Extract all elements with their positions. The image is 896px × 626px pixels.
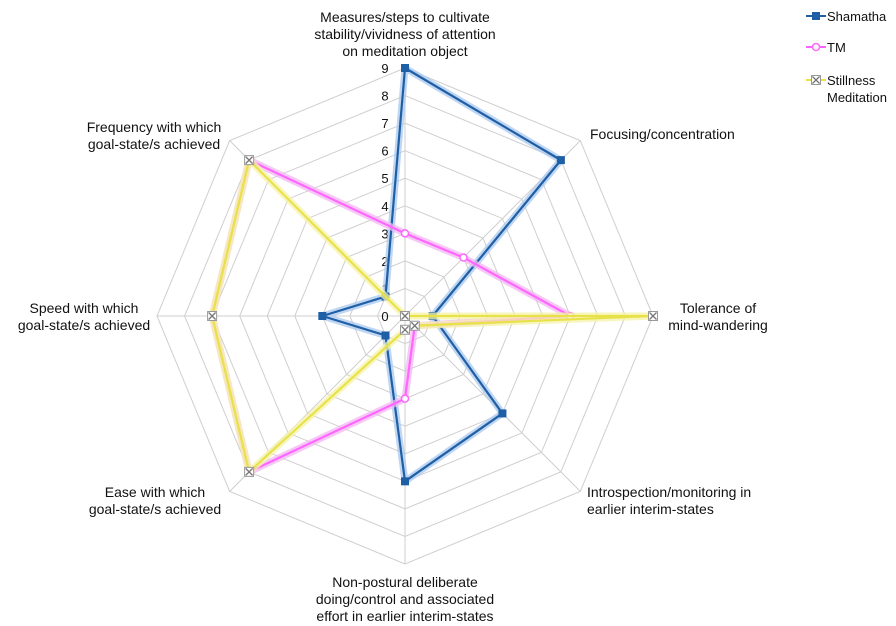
axis-labels: Measures/steps to cultivate stability/viv… <box>18 9 768 624</box>
data-point <box>401 477 409 486</box>
tick-label: 4 <box>381 199 388 214</box>
axis-label-line: earlier interim-states <box>587 501 714 517</box>
axis-label: Frequency with which goal-state/s achieve… <box>87 119 222 152</box>
data-point <box>401 64 409 72</box>
axis-label-line: Focusing/concentration <box>590 126 735 142</box>
data-point-cross <box>208 312 217 320</box>
axis-label-line: goal-state/s achieved <box>88 136 220 152</box>
axis-label-line: stability/vividness of attention <box>314 26 495 42</box>
legend-label-line: TM <box>827 40 846 55</box>
axis-label: Non-postural deliberate doing/control and… <box>316 574 494 624</box>
data-point <box>812 12 820 20</box>
data-point-cross <box>245 467 254 476</box>
data-point <box>400 311 410 321</box>
data-point <box>244 466 255 477</box>
axis-label: Speed with which goal-state/s achieved <box>18 300 150 333</box>
series-stillness-meditation <box>207 155 658 477</box>
tick-label: 3 <box>381 226 388 241</box>
legend-item: TM <box>806 40 846 55</box>
data-point <box>318 312 327 320</box>
data-point <box>459 253 468 262</box>
tick-label: 7 <box>381 116 388 131</box>
data-point-cross <box>401 312 409 320</box>
axis-label-line: doing/control and associated <box>316 591 494 607</box>
legend-label: Stillness Meditation <box>827 73 887 105</box>
legend-label-line: Shamatha <box>827 9 887 24</box>
axis-label-line: goal-state/s achieved <box>89 501 221 517</box>
data-point <box>409 320 420 331</box>
data-point <box>400 324 410 335</box>
axis-label-line: Introspection/monitoring in <box>587 484 751 500</box>
legend-label-line: Stillness <box>827 73 876 88</box>
legend-item: Shamatha <box>806 9 887 24</box>
axis-label: Introspection/monitoring in earlier inter… <box>587 484 751 517</box>
axis-label: Focusing/concentration <box>590 126 735 142</box>
data-point <box>244 155 255 166</box>
data-point-cross <box>812 76 820 84</box>
data-point <box>811 42 821 52</box>
data-point <box>400 229 410 238</box>
axis-label-line: Non-postural deliberate <box>332 574 478 590</box>
axis-label: Tolerance of mind-wandering <box>668 300 768 333</box>
data-point <box>648 311 658 321</box>
tick-label: 6 <box>381 144 388 159</box>
data-point-cross <box>410 321 419 330</box>
axis-label-line: Tolerance of <box>680 300 756 316</box>
data-point <box>498 409 507 418</box>
legend-label: Shamatha <box>827 9 887 24</box>
series-line <box>211 159 655 473</box>
axis-label-line: Speed with which <box>30 300 139 316</box>
data-point <box>811 75 821 85</box>
tick-label: 5 <box>381 171 388 186</box>
axis-label-line: Frequency with which <box>87 119 222 135</box>
axis-label: Ease with which goal-state/s achieved <box>89 484 221 517</box>
axis-label-line: Measures/steps to cultivate <box>320 9 490 25</box>
axis-label-line: mind-wandering <box>668 317 768 333</box>
axis-label-line: goal-state/s achieved <box>18 317 150 333</box>
axis-label-line: effort in earlier interim-states <box>316 608 493 624</box>
series-shamatha <box>318 64 565 486</box>
data-point-cross <box>245 156 254 165</box>
data-point <box>381 331 390 340</box>
axis-label-line: on meditation object <box>342 43 467 59</box>
legend: Shamatha TM Stillness Meditation <box>806 9 887 105</box>
axis-label: Measures/steps to cultivate stability/viv… <box>314 9 495 59</box>
legend-label-line: Meditation <box>827 90 887 105</box>
data-point-cross <box>401 325 409 334</box>
tick-label: 0 <box>381 309 388 324</box>
legend-label: TM <box>827 40 846 55</box>
data-point <box>556 156 565 165</box>
legend-item: Stillness Meditation <box>806 73 887 105</box>
axis-label-line: Ease with which <box>105 484 205 500</box>
tick-label: 8 <box>381 89 388 104</box>
data-point <box>400 394 410 403</box>
data-point-cross <box>649 312 657 320</box>
data-point <box>207 311 218 321</box>
tick-label: 9 <box>381 61 388 76</box>
data-series <box>207 64 658 486</box>
